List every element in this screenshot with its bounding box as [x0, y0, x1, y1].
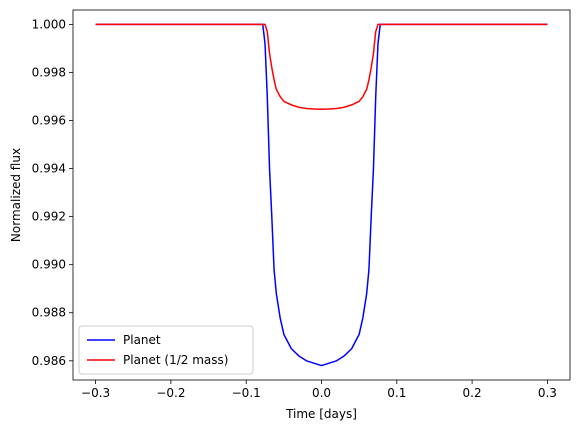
y-tick-label: 0.992	[32, 210, 66, 224]
legend-box	[78, 325, 254, 375]
y-tick-label: 0.996	[32, 114, 66, 128]
y-tick-label: 1.000	[32, 17, 66, 31]
x-tick-label: −0.1	[232, 386, 261, 400]
y-axis-label: Normalized flux	[9, 148, 23, 242]
x-axis-label: Time [days]	[285, 407, 357, 421]
series-layer	[95, 23, 548, 367]
legend: Planet Planet (1/2 mass)	[78, 325, 254, 375]
series-line-2	[95, 23, 548, 110]
y-tick-label: 0.986	[32, 354, 66, 368]
x-axis-ticks: −0.3 −0.2 −0.1 0.0 0.1 0.2 0.3	[81, 380, 557, 400]
x-tick-label: −0.3	[81, 386, 110, 400]
x-tick-label: 0.1	[387, 386, 406, 400]
legend-label-2: Planet (1/2 mass)	[123, 353, 228, 367]
x-tick-label: −0.2	[156, 386, 185, 400]
y-tick-label: 0.994	[32, 162, 66, 176]
plot-area-frame	[72, 9, 571, 381]
y-axis-ticks: 0.986 0.988 0.990 0.992 0.994 0.996 0.998 1.000	[32, 17, 73, 368]
series-line-1	[95, 23, 548, 367]
y-tick-label: 0.998	[32, 65, 66, 79]
y-tick-label: 0.988	[32, 306, 66, 320]
y-tick-label: 0.990	[32, 258, 66, 272]
legend-label-1: Planet	[123, 333, 161, 347]
x-tick-label: 0.0	[312, 386, 331, 400]
x-tick-label: 0.2	[463, 386, 482, 400]
x-tick-label: 0.3	[538, 386, 557, 400]
